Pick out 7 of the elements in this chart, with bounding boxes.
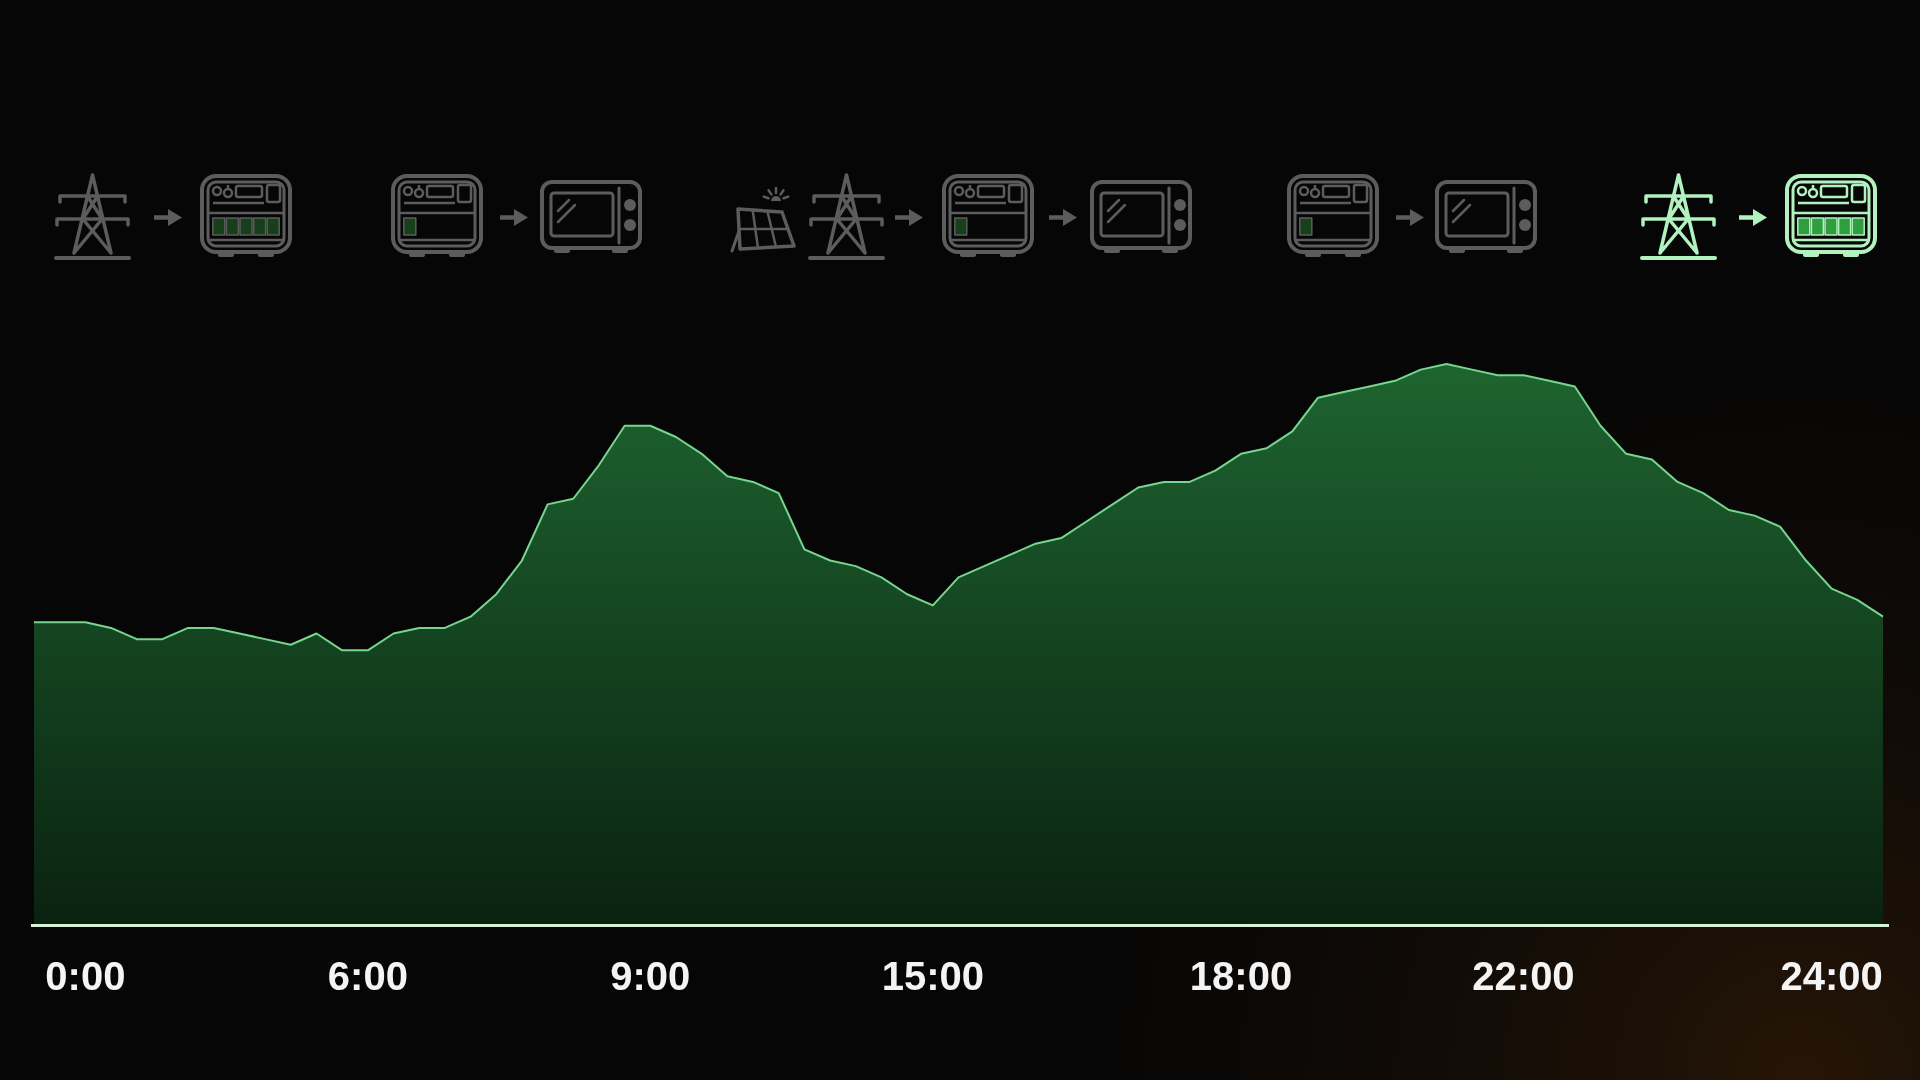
x-tick-label: 24:00 [1780,954,1883,998]
x-tick-label: 18:00 [1189,954,1293,998]
x-tick-label: 15:00 [881,954,984,998]
x-tick-label: 6:00 [327,954,408,998]
x-tick-label: 0:00 [45,954,126,998]
x-tick-label: 9:00 [610,954,691,998]
x-tick-label: 22:00 [1472,954,1575,998]
